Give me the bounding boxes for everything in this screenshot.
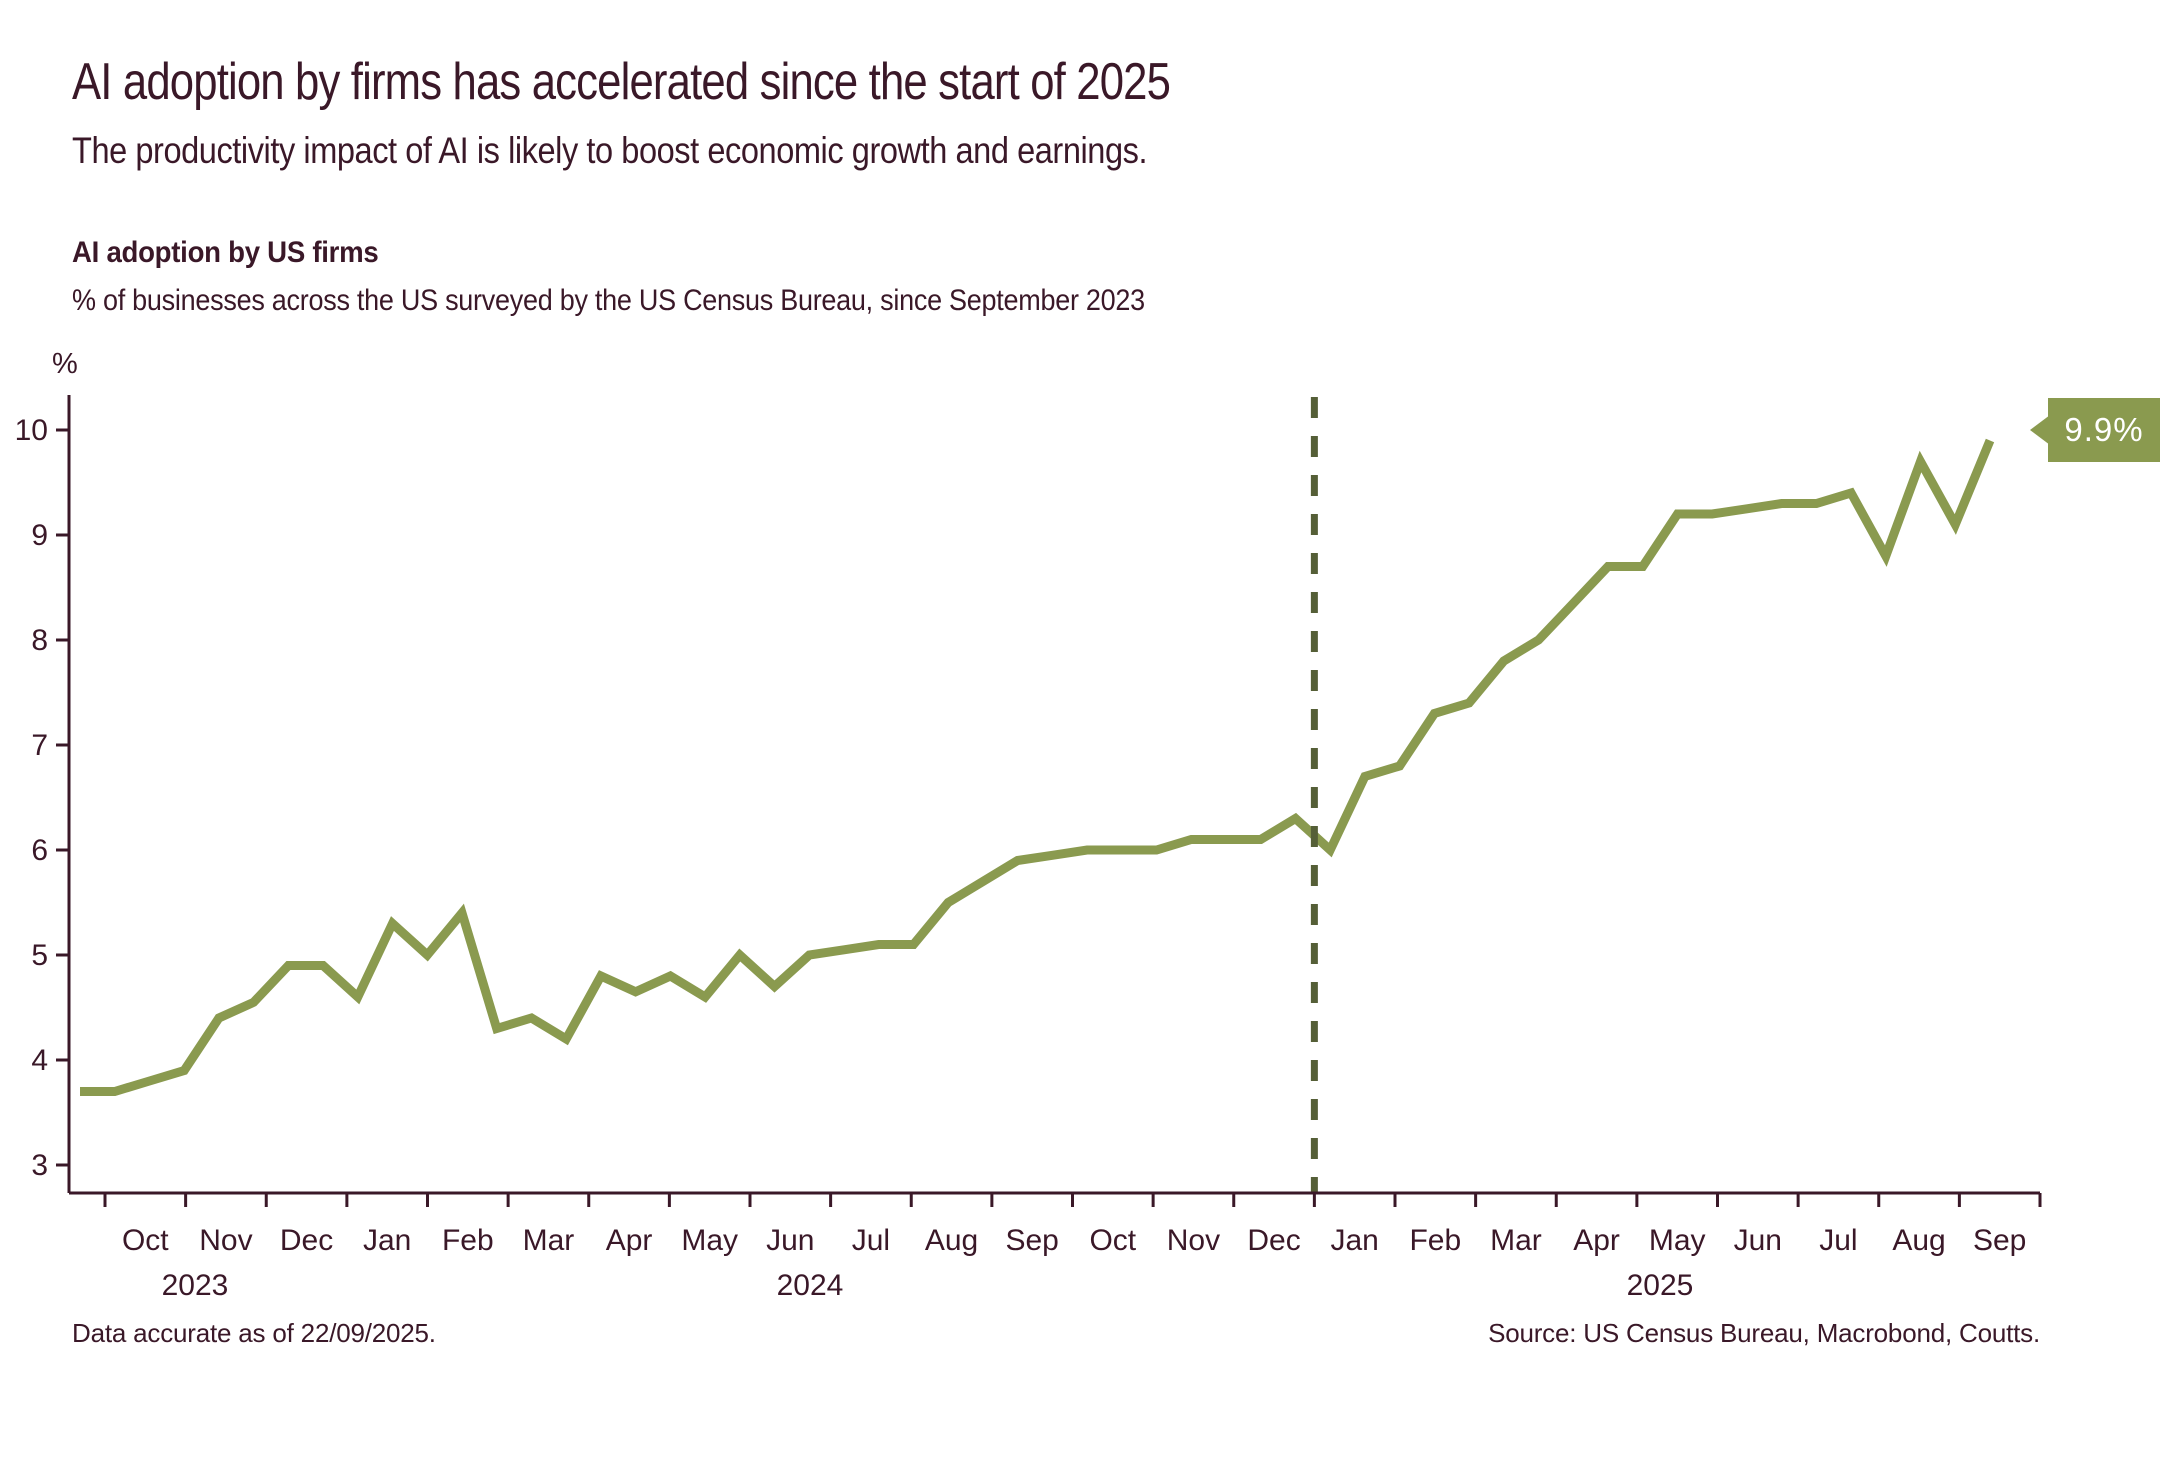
y-axis-unit-label: % <box>52 348 78 380</box>
x-axis-month-label: Feb <box>442 1224 494 1257</box>
source-credit: Source: US Census Bureau, Macrobond, Cou… <box>1488 1318 2040 1348</box>
callout-value: 9.9% <box>2048 398 2160 462</box>
y-axis-tick-label: 8 <box>31 624 48 657</box>
x-axis-year-label: 2023 <box>162 1269 229 1302</box>
x-axis-year-label: 2025 <box>1627 1269 1694 1302</box>
y-axis-tick-label: 6 <box>31 834 48 867</box>
y-axis-tick-label: 7 <box>31 729 48 762</box>
x-axis-month-label: Jun <box>1734 1224 1782 1257</box>
x-axis-month-label: Jul <box>852 1224 890 1257</box>
y-axis-tick-label: 9 <box>31 519 48 552</box>
x-axis-month-label: Mar <box>523 1224 575 1257</box>
footnote: Data accurate as of 22/09/2025. <box>72 1318 436 1348</box>
x-axis-month-label: Apr <box>1573 1224 1620 1257</box>
x-axis-month-label: Oct <box>1089 1224 1136 1257</box>
x-axis-month-label: Aug <box>1892 1224 1945 1257</box>
x-axis-month-label: Aug <box>925 1224 978 1257</box>
x-axis-month-label: Jan <box>363 1224 411 1257</box>
x-axis-month-label: Mar <box>1490 1224 1542 1257</box>
page-subtitle: The productivity impact of AI is likely … <box>72 130 1148 171</box>
page-title: AI adoption by firms has accelerated sin… <box>72 53 1171 111</box>
x-axis-month-label: Apr <box>606 1224 653 1257</box>
y-axis-tick-label: 3 <box>31 1149 48 1182</box>
ai-adoption-line-series <box>80 438 1995 1096</box>
x-axis-month-label: Jun <box>766 1224 814 1257</box>
x-axis-month-label: Dec <box>1247 1224 1300 1257</box>
chart-subtitle: % of businesses across the US surveyed b… <box>72 284 1145 317</box>
end-value-callout: 9.9% <box>2030 398 2160 462</box>
y-axis-tick-label: 10 <box>15 414 48 447</box>
x-axis-month-label: Dec <box>280 1224 333 1257</box>
x-axis-month-label: Nov <box>199 1224 252 1257</box>
x-axis-month-label: Sep <box>1005 1224 1058 1257</box>
callout-arrow-left-icon <box>2030 415 2050 445</box>
x-axis-month-label: Jan <box>1331 1224 1379 1257</box>
line-chart-plot: 10 9 8 7 6 5 4 3 Oct Nov Dec Jan Feb Mar Apr May Jun Jul A… <box>15 395 2042 1302</box>
y-axis-tick-label: 4 <box>31 1044 48 1077</box>
x-axis-month-label: Feb <box>1409 1224 1461 1257</box>
x-axis-month-label: Sep <box>1973 1224 2026 1257</box>
x-axis-month-label: May <box>681 1224 738 1257</box>
x-axis-month-label: Oct <box>122 1224 169 1257</box>
x-axis-month-label: Jul <box>1819 1224 1857 1257</box>
x-axis-month-label: May <box>1649 1224 1706 1257</box>
y-axis-tick-label: 5 <box>31 939 48 972</box>
x-axis-month-label: Nov <box>1167 1224 1220 1257</box>
chart-title: AI adoption by US firms <box>72 236 379 269</box>
x-axis-year-label: 2024 <box>777 1269 844 1302</box>
